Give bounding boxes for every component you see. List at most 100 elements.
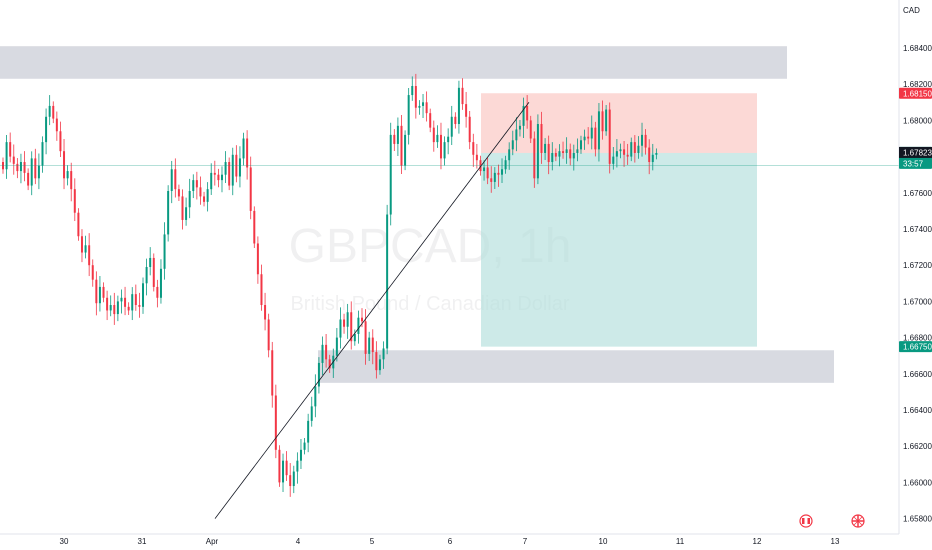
time-tick-label: 13: [831, 537, 840, 546]
price-axis[interactable]: 1.684001.682001.680001.678001.676001.674…: [903, 44, 932, 550]
candle: [34, 148, 37, 185]
candle: [231, 147, 234, 196]
candle-body: [447, 136, 450, 143]
long-short-position-tool[interactable]: [481, 93, 757, 347]
candle: [145, 258, 148, 296]
candle-body: [594, 127, 597, 150]
target-price-badge: 1.68150: [899, 87, 932, 99]
candle: [425, 91, 428, 122]
candle-body: [454, 116, 457, 125]
candle: [249, 156, 252, 220]
candle-body: [256, 243, 259, 275]
candle: [98, 276, 101, 312]
candle: [55, 111, 58, 141]
candle: [389, 122, 392, 226]
candle: [594, 121, 597, 157]
candle-body: [289, 475, 292, 487]
candle: [597, 103, 600, 162]
demand-zone[interactable]: [318, 350, 834, 383]
trend-line[interactable]: [214, 102, 530, 519]
candle: [583, 129, 586, 150]
price-tick-label: 1.67600: [903, 189, 932, 198]
candle: [5, 135, 8, 179]
price-tick-label: 1.66000: [903, 478, 932, 487]
price-tick-label: 1.67400: [903, 225, 932, 234]
canada-event-icon[interactable]: [799, 514, 813, 528]
uk-event-icon[interactable]: [851, 514, 865, 528]
candle: [91, 259, 94, 287]
candle-body: [343, 319, 346, 327]
candle-body: [199, 187, 202, 197]
currency-label: CAD: [903, 6, 920, 15]
candle: [393, 129, 396, 151]
candle-body: [70, 171, 73, 190]
candle: [615, 139, 618, 168]
candle-body: [526, 105, 529, 121]
candle: [544, 138, 547, 161]
candle-body: [393, 134, 396, 144]
candle: [579, 135, 582, 154]
candle: [407, 88, 410, 145]
candle: [271, 341, 274, 408]
candle-body: [91, 265, 94, 280]
candle-body: [404, 134, 407, 166]
candle: [490, 166, 493, 193]
candle: [547, 135, 550, 175]
candle-body: [73, 189, 76, 213]
candle: [48, 95, 51, 126]
candle: [432, 120, 435, 152]
candle-body: [314, 386, 317, 407]
price-tick-label: 1.67200: [903, 261, 932, 270]
candle-body: [55, 118, 58, 132]
candle-body: [386, 214, 389, 349]
candle-body: [102, 286, 105, 298]
candle: [127, 302, 130, 315]
candle: [569, 143, 572, 166]
candle-body: [134, 294, 137, 306]
candle: [63, 139, 66, 190]
candle: [152, 253, 155, 292]
price-tick-label: 1.66800: [903, 334, 932, 343]
candle-body: [630, 142, 633, 157]
candle-body: [540, 124, 543, 153]
candle-body: [95, 279, 98, 304]
supply-zone[interactable]: [0, 46, 787, 79]
candle-body: [59, 131, 62, 152]
candle: [461, 78, 464, 110]
candle: [106, 290, 109, 321]
candle: [612, 147, 615, 170]
price-tick-label: 1.66200: [903, 442, 932, 451]
stop-price-badge: 1.66750: [899, 341, 932, 353]
candle: [447, 128, 450, 155]
candle-body: [267, 319, 270, 351]
candle: [95, 271, 98, 316]
candle: [210, 163, 213, 195]
candle-body: [278, 449, 281, 483]
target-price-text: 1.68150: [903, 89, 932, 98]
candle-body: [113, 305, 116, 315]
candle-body: [418, 105, 421, 108]
candle: [217, 168, 220, 188]
candle-body: [425, 102, 428, 114]
candle-body: [536, 124, 539, 179]
candle-body: [246, 138, 249, 168]
candle: [346, 303, 349, 339]
candle: [224, 151, 227, 184]
candle-body: [612, 156, 615, 164]
candle: [84, 235, 87, 259]
candle: [159, 259, 162, 304]
candle-body: [511, 140, 514, 150]
candle-body: [432, 127, 435, 143]
candle: [400, 114, 403, 174]
candle: [102, 282, 105, 303]
candle: [59, 121, 62, 157]
candle: [80, 229, 83, 263]
candle-body: [159, 268, 162, 298]
candle: [185, 197, 188, 226]
time-axis[interactable]: 30 31 Apr 4 5 6 7 10 11 12 13: [60, 537, 840, 546]
candle-body: [181, 196, 184, 220]
candle: [260, 264, 263, 311]
candle: [289, 463, 292, 497]
